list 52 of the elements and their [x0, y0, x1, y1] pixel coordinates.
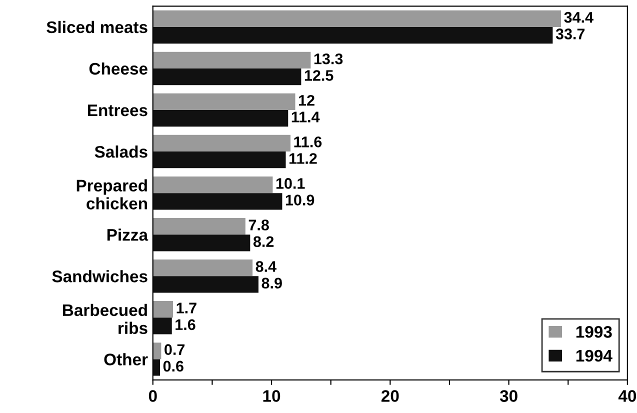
x-tick-label: 40	[618, 390, 636, 402]
data-label: 0.6	[163, 360, 184, 372]
y-tick-label: Prepared chicken	[76, 179, 147, 210]
bar	[152, 318, 172, 334]
bar	[152, 276, 258, 293]
bar	[152, 193, 282, 210]
data-label: 11.4	[292, 112, 320, 122]
x-tick-label: 10	[263, 390, 280, 402]
y-tick-label: Cheese	[89, 62, 148, 75]
data-label: 8.4	[256, 261, 276, 272]
data-label: 0.7	[164, 344, 185, 355]
bar	[152, 10, 562, 27]
data-label: 8.2	[253, 236, 274, 248]
bar	[152, 359, 160, 376]
bar	[152, 234, 250, 252]
data-label: 11.2	[290, 153, 317, 164]
bar	[152, 93, 296, 110]
bar	[152, 134, 291, 152]
y-tick-label: Other	[104, 353, 148, 366]
data-label: 34.4	[564, 12, 594, 23]
bar	[152, 26, 553, 44]
data-label: 1.7	[176, 302, 196, 314]
y-tick-label: Pizza	[107, 228, 148, 241]
y-tick-label: Barbecued ribs	[63, 304, 148, 334]
bar	[152, 110, 288, 127]
data-label: 10.9	[286, 194, 314, 206]
bar	[152, 301, 174, 318]
data-label: 13.3	[314, 53, 343, 64]
bar	[152, 68, 302, 86]
data-label: 10.1	[276, 178, 305, 189]
data-label: 8.9	[262, 278, 282, 289]
x-tick-label: 20	[381, 390, 399, 402]
data-label: 12	[298, 94, 314, 106]
data-label: 7.8	[248, 220, 269, 230]
x-tick-label: 0	[148, 390, 157, 402]
bar	[152, 342, 162, 360]
y-tick-label: Salads	[94, 146, 148, 158]
data-label: 12.5	[304, 70, 334, 81]
legend-label: 1993	[576, 326, 612, 338]
bar	[152, 176, 273, 194]
bar	[152, 260, 253, 276]
y-tick-label: Sliced meats	[46, 20, 148, 34]
bar	[152, 152, 286, 168]
y-tick-label: Entrees	[88, 104, 148, 116]
x-tick-label: 30	[500, 390, 518, 402]
y-tick-label: Sandwiches	[52, 270, 148, 282]
data-label: 1.6	[176, 319, 196, 330]
data-label: 11.6	[294, 136, 322, 148]
data-label: 33.7	[556, 28, 585, 40]
legend-label: 1994	[576, 350, 612, 362]
bar	[152, 52, 311, 68]
bar	[152, 218, 246, 235]
